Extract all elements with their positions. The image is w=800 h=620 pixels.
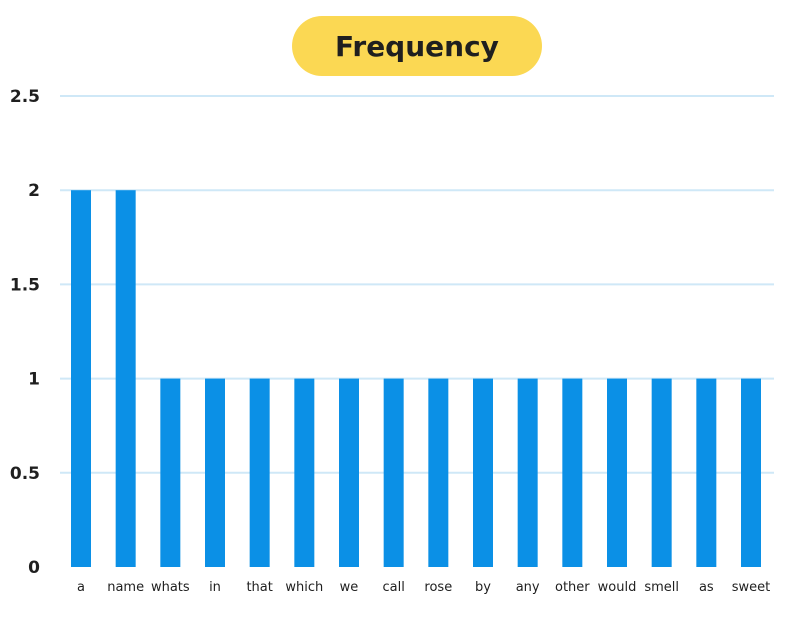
bar-a	[71, 190, 91, 567]
y-tick-label: 2	[28, 181, 40, 201]
bar-any	[517, 378, 538, 567]
x-tick-label: name	[107, 580, 144, 595]
bar-which	[294, 378, 315, 567]
bar-name	[115, 190, 136, 567]
bars	[71, 190, 761, 567]
x-tick-label: other	[555, 580, 590, 595]
bar-rose	[428, 378, 449, 567]
y-tick-label: 1	[28, 370, 40, 390]
chart-title: Frequency	[292, 16, 542, 76]
y-tick-label: 0	[28, 558, 40, 578]
bar-would	[607, 378, 627, 567]
x-tick-label: we	[340, 580, 359, 595]
bar-in	[205, 378, 225, 567]
bar-that	[249, 378, 270, 567]
bar-call	[383, 378, 404, 567]
x-tick-label: as	[699, 580, 714, 595]
x-tick-label: in	[209, 580, 221, 595]
x-tick-label: smell	[644, 580, 679, 595]
x-tick-label: by	[475, 580, 491, 595]
bar-smell	[651, 378, 672, 567]
x-axis-ticks: a name whats in that which we call rose by any othe…	[77, 580, 770, 595]
y-axis-ticks: 0 0.5 1 1.5 2 2.5	[10, 87, 40, 578]
y-tick-label: 0.5	[10, 464, 40, 484]
bar-we	[339, 378, 359, 567]
bar-sweet	[741, 378, 761, 567]
x-tick-label: whats	[151, 580, 190, 595]
x-tick-label: which	[285, 580, 323, 595]
y-tick-label: 1.5	[10, 275, 40, 295]
bar-whats	[160, 378, 181, 567]
x-tick-label: would	[598, 580, 637, 595]
y-tick-label: 2.5	[10, 87, 40, 107]
bar-as	[696, 378, 717, 567]
x-tick-label: call	[382, 580, 404, 595]
x-tick-label: that	[246, 580, 272, 595]
bar-other	[562, 378, 583, 567]
x-tick-label: sweet	[732, 580, 771, 595]
x-tick-label: any	[516, 580, 540, 595]
x-tick-label: rose	[424, 580, 452, 595]
x-tick-label: a	[77, 580, 85, 595]
bar-by	[473, 378, 493, 567]
